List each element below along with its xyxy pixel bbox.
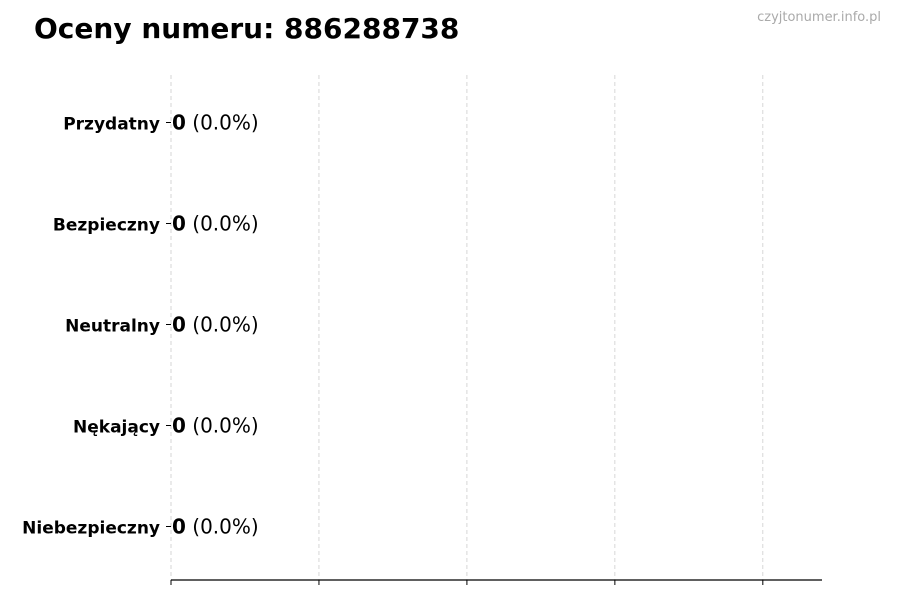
y-tick-label: Niebezpieczny (22, 519, 160, 539)
data-label-count: 0 (172, 515, 186, 539)
y-tick-label: Przydatny (63, 115, 160, 135)
data-label-percent: (0.0%) (186, 111, 259, 135)
y-tick-label: Neutralny (65, 317, 160, 337)
watermark: czyjtonumer.info.pl (757, 10, 881, 25)
data-label: 0 (0.0%) (172, 515, 259, 539)
data-label: 0 (0.0%) (172, 313, 259, 337)
data-label-count: 0 (172, 414, 186, 438)
data-label: 0 (0.0%) (172, 212, 259, 236)
data-label-percent: (0.0%) (186, 313, 259, 337)
y-tick-label: Nękający (73, 418, 160, 438)
data-label-percent: (0.0%) (186, 414, 259, 438)
data-label-percent: (0.0%) (186, 515, 259, 539)
data-label-count: 0 (172, 212, 186, 236)
data-label-percent: (0.0%) (186, 212, 259, 236)
chart-title: Oceny numeru: 886288738 (34, 12, 460, 45)
data-label-count: 0 (172, 313, 186, 337)
data-label: 0 (0.0%) (172, 111, 259, 135)
y-tick-label: Bezpieczny (53, 216, 160, 236)
data-label-count: 0 (172, 111, 186, 135)
data-label: 0 (0.0%) (172, 414, 259, 438)
